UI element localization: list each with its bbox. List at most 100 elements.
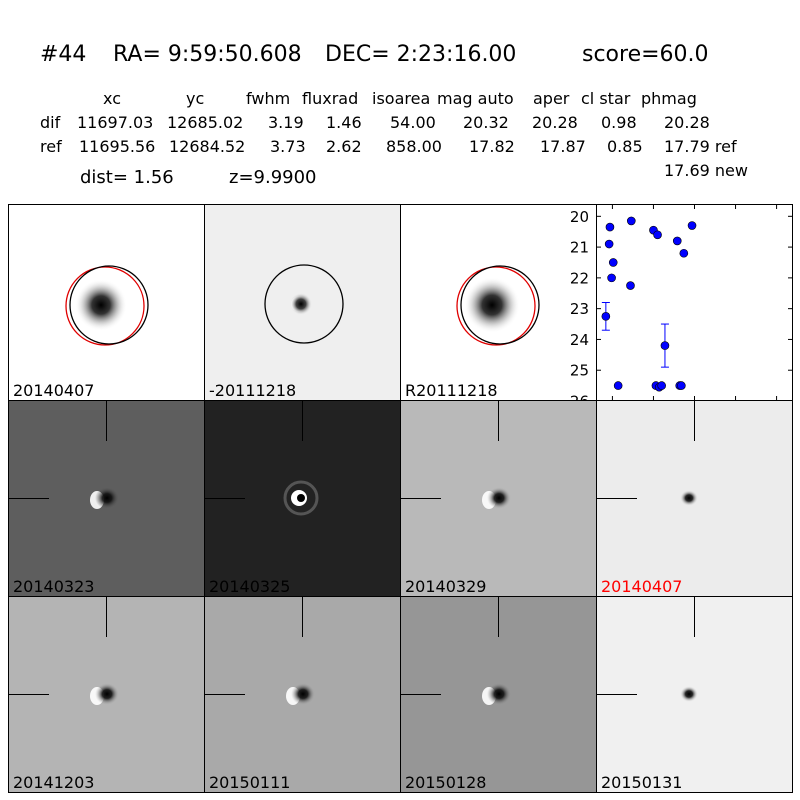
col-header-mag-auto: mag auto — [437, 89, 514, 108]
stamp-label: R20111218 — [405, 381, 498, 400]
source-blob — [680, 490, 698, 506]
crosshair-horizontal — [401, 694, 441, 695]
cutout-panel: 20150128 — [400, 596, 597, 793]
y-tick-label: 20 — [570, 208, 589, 226]
crosshair-horizontal — [9, 498, 49, 499]
cutout-label: 20141203 — [13, 773, 95, 792]
cutout-label: 20140407 — [601, 577, 683, 596]
crosshair-horizontal — [597, 498, 637, 499]
cutout-panel: 20140329 — [400, 400, 597, 597]
cell-yc: 12685.02 — [167, 113, 244, 132]
col-header-xc: xc — [103, 89, 121, 108]
cutout-label: 20150111 — [209, 773, 291, 792]
negative-lobe — [291, 683, 315, 705]
aperture-circle — [460, 265, 540, 345]
col-header-phmag: phmag — [641, 89, 697, 108]
crosshair-horizontal — [205, 694, 245, 695]
ra-value: RA= 9:59:50.608 — [113, 42, 302, 67]
data-point — [660, 341, 670, 350]
y-tick-label: 23 — [570, 300, 589, 318]
crosshair-vertical — [694, 401, 695, 441]
reference-circle — [456, 266, 536, 346]
source-blob — [75, 279, 127, 331]
dist-value: dist= 1.56 — [80, 167, 174, 188]
cutout-panel: 20141203 — [8, 596, 205, 793]
reference-circle — [65, 266, 145, 346]
col-header-yc: yc — [186, 89, 205, 108]
cutout-label: 20150128 — [405, 773, 487, 792]
cell-mag-auto: 20.32 — [463, 113, 509, 132]
cutout-image — [286, 683, 315, 705]
cutout-image — [680, 490, 698, 506]
stamp-panel-new: 20140407 — [8, 204, 205, 401]
cell-cl-star: 0.85 — [607, 137, 643, 156]
score-value: score=60.0 — [582, 42, 709, 67]
col-header-fwhm: fwhm — [246, 89, 291, 108]
crosshair-vertical — [498, 597, 499, 637]
cell-aper: 17.87 — [540, 137, 586, 156]
data-point — [653, 230, 662, 240]
cutout-image — [90, 683, 119, 705]
crosshair-horizontal — [205, 498, 245, 499]
plot-frame — [596, 204, 793, 401]
cutout-label: 20150131 — [601, 773, 683, 792]
stamp-image — [65, 265, 149, 346]
data-point — [605, 222, 615, 232]
cell-yc: 12684.52 — [169, 137, 246, 156]
crosshair-vertical — [694, 597, 695, 637]
crosshair-horizontal — [9, 694, 49, 695]
cell-phmag: 17.79 ref — [664, 137, 737, 156]
stamp-image — [456, 265, 540, 346]
source-core — [297, 494, 305, 502]
col-header-aper: aper — [533, 89, 570, 108]
y-tick-label: 21 — [570, 239, 589, 257]
cutout-panel: 20140323 — [8, 400, 205, 597]
cell-fluxrad: 1.46 — [326, 113, 362, 132]
halo-ring — [283, 480, 319, 516]
phmag-new: 17.69 new — [664, 161, 748, 180]
cutout-image — [283, 480, 319, 516]
y-tick-label: 24 — [570, 331, 589, 349]
stamp-panel-ref: R20111218 — [400, 204, 597, 401]
y-tick-label: 22 — [570, 269, 589, 287]
light-curve-panel: 20212223242526−100−50050100 — [570, 204, 793, 423]
data-point — [672, 236, 682, 246]
data-point — [657, 381, 666, 390]
crosshair-vertical — [106, 401, 107, 441]
cell-fwhm: 3.19 — [268, 113, 304, 132]
row-label: ref — [40, 137, 62, 156]
source-blob — [680, 686, 698, 702]
cutout-label: 20140329 — [405, 577, 487, 596]
stamp-label: -20111218 — [209, 381, 297, 400]
y-tick-label: 25 — [570, 362, 589, 380]
crosshair-horizontal — [401, 498, 441, 499]
z-value: z=9.9900 — [229, 167, 317, 188]
source-blob — [464, 277, 520, 333]
crosshair-vertical — [302, 597, 303, 637]
cell-cl-star: 0.98 — [601, 113, 637, 132]
data-point — [626, 216, 636, 226]
candidate-id: #44 — [40, 42, 87, 67]
data-point — [607, 273, 616, 283]
source-blob — [290, 293, 312, 315]
aperture-circle — [69, 265, 149, 345]
crosshair-vertical — [302, 401, 303, 441]
cell-phmag: 20.28 — [664, 113, 710, 132]
data-point — [677, 381, 686, 390]
cutout-panel: 20140407 — [596, 400, 793, 597]
cutout-image — [680, 686, 698, 702]
stamp-panel-diff: -20111218 — [204, 204, 401, 401]
crosshair-vertical — [106, 597, 107, 637]
cell-aper: 20.28 — [532, 113, 578, 132]
negative-lobe — [95, 487, 119, 509]
cell-xc: 11697.03 — [77, 113, 154, 132]
stamp-label: 20140407 — [13, 381, 95, 400]
cell-xc: 11695.56 — [79, 137, 156, 156]
data-point — [679, 248, 689, 258]
cell-fluxrad: 2.62 — [326, 137, 362, 156]
cutout-label: 20140323 — [13, 577, 95, 596]
data-point — [604, 239, 614, 249]
cutout-panel: 20150131 — [596, 596, 793, 793]
col-header-isoarea: isoarea — [372, 89, 431, 108]
row-label: dif — [40, 113, 61, 132]
